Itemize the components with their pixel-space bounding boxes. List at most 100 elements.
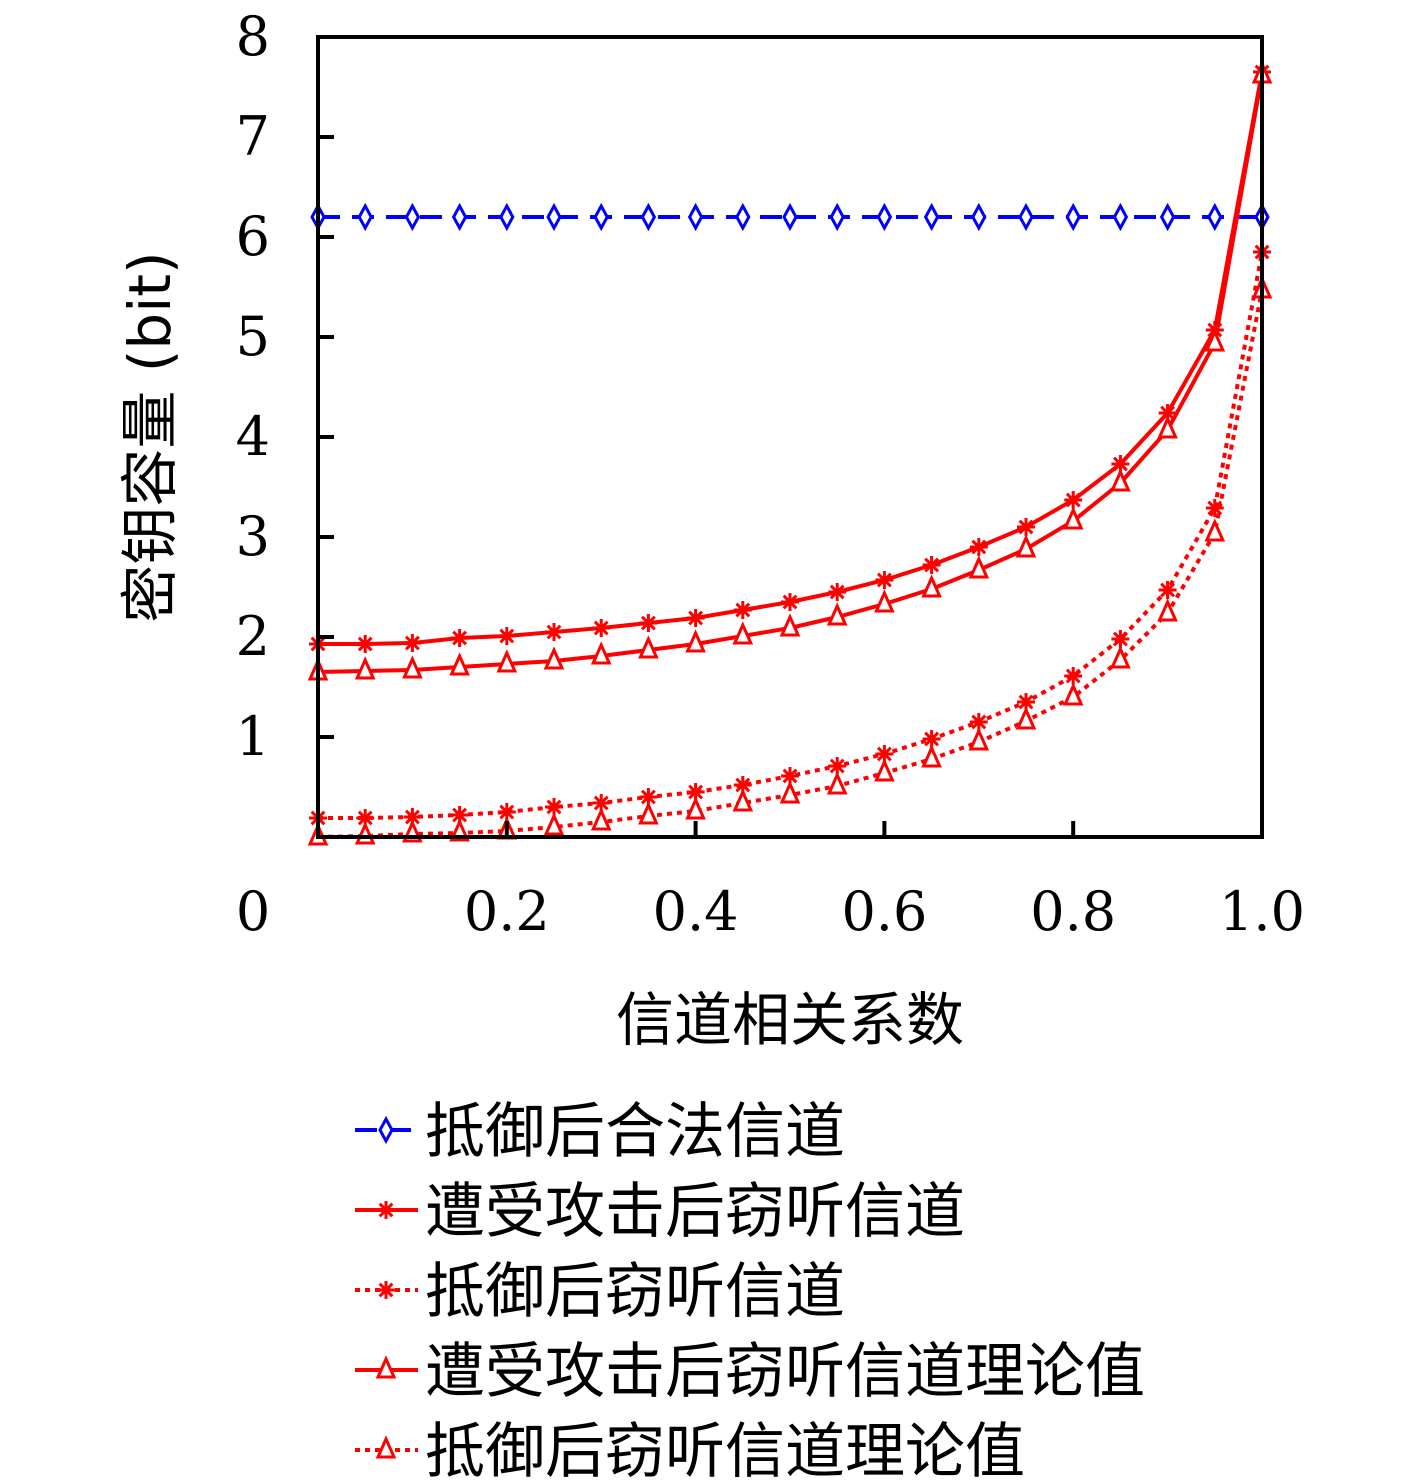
triangle-marker (1204, 518, 1226, 542)
star-marker (922, 556, 941, 574)
diamond-marker (829, 202, 845, 232)
star-marker (686, 783, 705, 801)
diamond-marker (451, 202, 468, 232)
triangle-marker (779, 613, 801, 637)
diamond-marker (971, 202, 987, 232)
star-marker (497, 803, 516, 821)
y-axis-label: 密钥容量 (bit) (116, 251, 184, 622)
triangle-marker (375, 1355, 397, 1379)
triangle-marker (921, 744, 942, 768)
triangle-marker (874, 758, 895, 782)
series-3 (309, 243, 1271, 827)
triangle-marker (402, 655, 423, 679)
triangle-marker (685, 629, 706, 653)
star-marker (377, 1201, 395, 1219)
y-tick-label: 8 (236, 5, 270, 68)
star-marker (356, 635, 375, 653)
x-tick-label: 1.0 (1219, 880, 1305, 943)
diamond-marker (357, 202, 373, 232)
y-tick-label: 1 (236, 705, 270, 768)
legend: 抵御后合法信道遭受攻击后窃听信道抵御后窃听信道遭受攻击后窃听信道理论值抵御后窃听… (355, 1097, 1145, 1483)
legend-entry: 遭受攻击后窃听信道 (355, 1177, 965, 1247)
triangle-marker (638, 635, 659, 659)
triangle-marker (968, 727, 990, 751)
star-marker (733, 776, 752, 794)
triangle-marker (496, 649, 518, 673)
x-axis-label: 信道相关系数 (616, 986, 964, 1054)
star-marker (450, 629, 469, 647)
x-tick-label: 0.8 (1030, 880, 1116, 943)
axis-layer: 1 2 3 4 5 6 7 8 0 0.2 0.4 0.6 0.8 1.0 (236, 5, 1305, 943)
diamond-marker (378, 1115, 394, 1145)
legend-label: 遭受攻击后窃听信道 (425, 1177, 965, 1247)
diamond-marker (876, 202, 893, 232)
star-marker (1111, 455, 1130, 473)
y-tick-label: 7 (236, 105, 270, 168)
star-marker (403, 808, 422, 826)
series-4 (307, 60, 1273, 681)
legend-label: 抵御后合法信道 (425, 1097, 845, 1167)
star-marker (969, 538, 988, 556)
diamond-marker (546, 202, 562, 232)
triangle-marker (968, 555, 990, 579)
diamond-marker (1112, 202, 1129, 232)
triangle-marker (1110, 645, 1131, 669)
y-tick-label: 2 (236, 605, 270, 668)
triangle-marker (732, 621, 754, 645)
diamond-marker (1018, 202, 1034, 232)
y-tick-label: 3 (236, 505, 270, 568)
triangle-marker (685, 796, 706, 820)
triangle-marker (1015, 534, 1037, 558)
star-marker (545, 623, 563, 641)
y-tick-label: 4 (236, 405, 270, 468)
triangle-marker (1157, 598, 1178, 622)
triangle-marker (590, 641, 612, 665)
diamond-marker (499, 202, 515, 232)
triangle-marker (543, 812, 565, 836)
diamond-marker (404, 202, 421, 232)
series-line (318, 71, 1264, 646)
triangle-marker (1062, 682, 1084, 706)
triangle-marker (1204, 328, 1226, 352)
triangle-marker (449, 652, 470, 676)
star-marker (377, 1281, 395, 1299)
diamond-marker (782, 202, 798, 232)
triangle-marker (638, 801, 659, 825)
triangle-marker (779, 780, 801, 804)
star-marker (781, 767, 799, 785)
star-marker (922, 730, 941, 748)
diamond-marker (1159, 202, 1176, 232)
star-marker (592, 794, 611, 812)
star-marker (1064, 667, 1083, 685)
series-line (317, 74, 1264, 674)
star-marker (875, 571, 894, 589)
star-marker (450, 806, 469, 824)
triangle-marker (874, 589, 895, 613)
triangle-marker (590, 807, 612, 831)
star-marker (545, 798, 563, 816)
series-5 (307, 275, 1273, 846)
diamond-marker (593, 202, 609, 232)
y-tick-label: 5 (236, 305, 270, 368)
star-marker (639, 788, 658, 806)
diamond-marker (735, 202, 751, 232)
star-marker (1064, 491, 1083, 509)
triangle-marker (732, 788, 754, 812)
legend-entry: 抵御后窃听信道理论值 (355, 1417, 1025, 1483)
star-marker (875, 745, 894, 763)
y-tick-label: 6 (236, 205, 270, 268)
series-layer (307, 60, 1273, 846)
star-marker (639, 614, 658, 632)
star-marker (1158, 404, 1177, 422)
x-tick-label: 0.4 (653, 880, 739, 943)
diamond-marker (923, 202, 940, 232)
star-marker (356, 809, 375, 827)
triangle-marker (1015, 706, 1037, 730)
diamond-marker (640, 202, 657, 232)
series-1 (310, 202, 1270, 232)
x-tick-label: 0.2 (464, 880, 550, 943)
series-2 (309, 63, 1271, 653)
star-marker (781, 593, 799, 611)
star-marker (1017, 693, 1035, 711)
triangle-marker (826, 771, 848, 795)
